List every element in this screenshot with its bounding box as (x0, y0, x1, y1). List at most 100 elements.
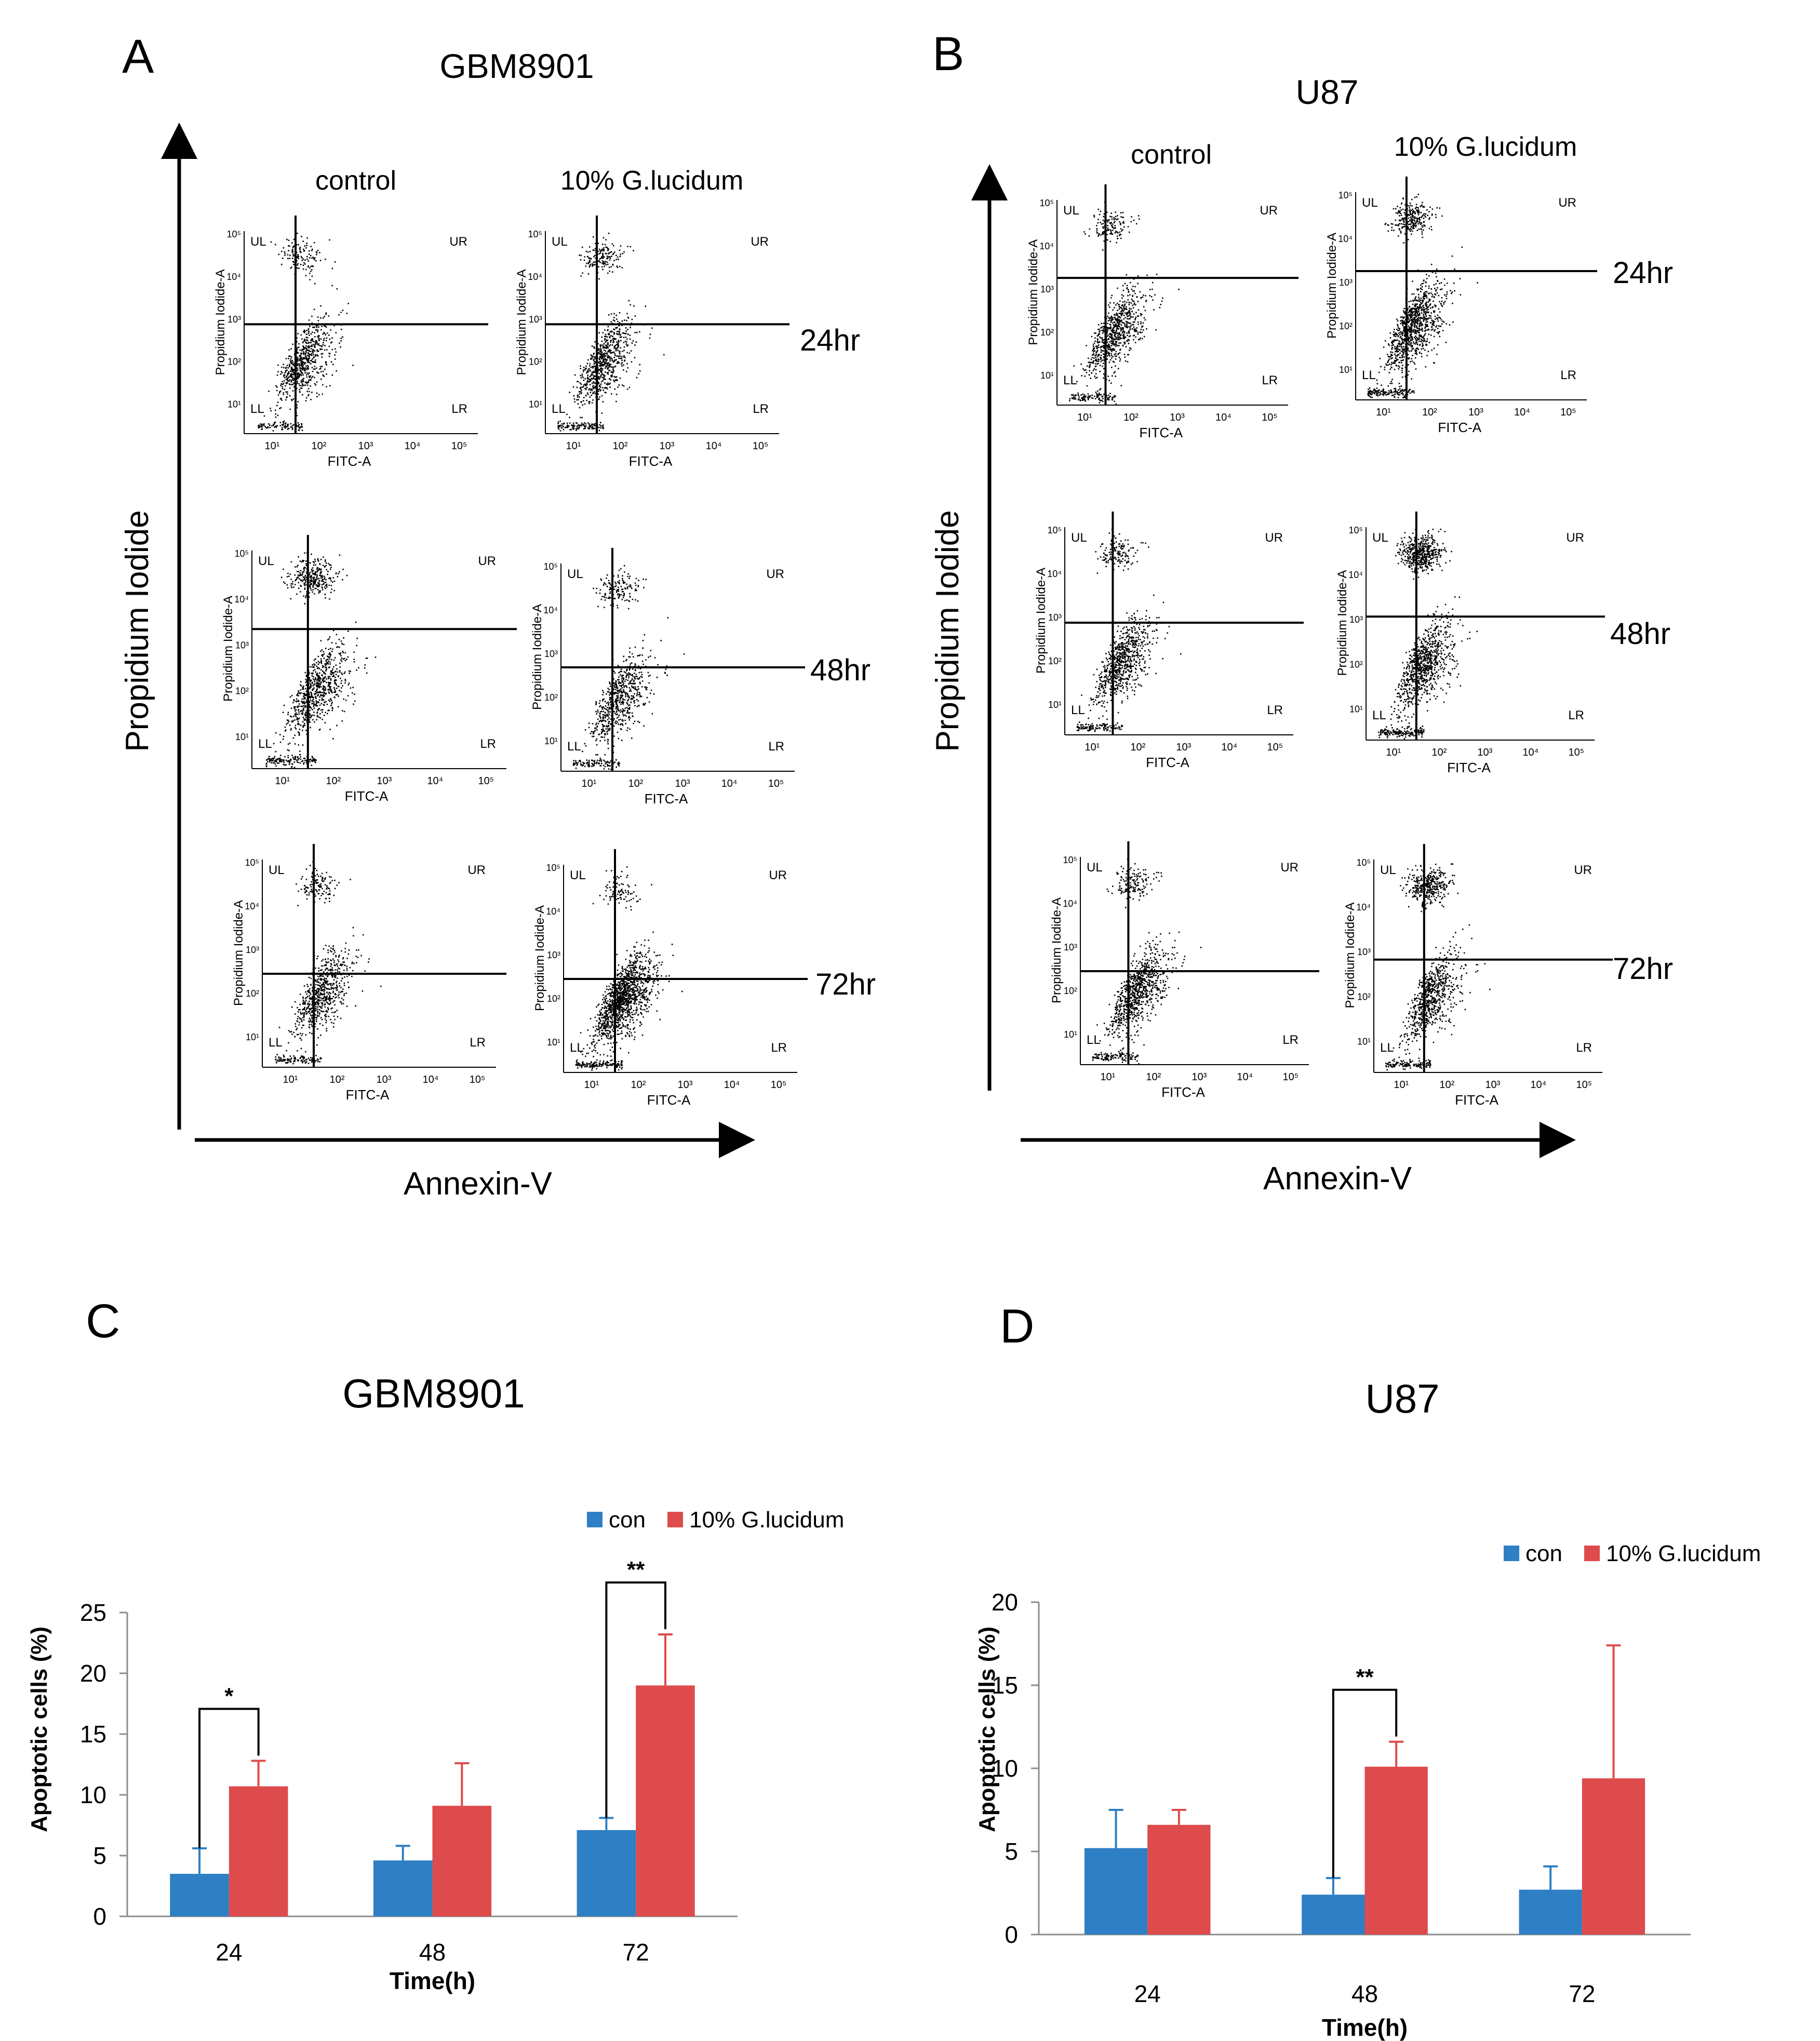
flow-x-tick: 10¹ (582, 778, 597, 789)
flow-y-tick: 10³ (1339, 277, 1353, 288)
flow-y-tick: 10⁵ (1048, 525, 1062, 535)
flow-quadrant-ul: UL (570, 868, 586, 882)
flow-x-tick: 10³ (1176, 742, 1191, 753)
bar-10-g-lucidum-24 (1147, 1824, 1211, 1935)
flow-y-tick: 10¹ (1064, 1029, 1077, 1040)
flow-x-axis-label: FITC-A (1447, 760, 1491, 775)
flow-x-tick: 10³ (377, 775, 392, 787)
flow-x-tick: 10³ (377, 1074, 392, 1085)
flow-y-tick: 10² (1349, 659, 1363, 669)
panel-a-title: GBM8901 (439, 47, 594, 85)
bar-con-72 (1519, 1889, 1582, 1935)
significance-label: ** (627, 1557, 645, 1582)
flow-y-tick: 10² (1339, 321, 1353, 331)
flow-y-tick: 10⁵ (544, 561, 558, 572)
flow-y-tick: 10² (1064, 986, 1077, 996)
flow-x-tick: 10⁴ (1215, 412, 1232, 423)
flow-x-tick: 10² (1146, 1071, 1161, 1083)
flow-x-tick: 10³ (660, 440, 675, 452)
flow-y-axis-label: Propidium Iodide-A (1325, 233, 1339, 339)
flow-y-tick: 10⁵ (235, 548, 249, 559)
flow-x-tick: 10⁴ (1522, 747, 1538, 758)
flow-x-tick: 10³ (1170, 412, 1185, 423)
flow-y-tick: 10³ (529, 314, 542, 325)
flow-quadrant-ur: UR (1260, 204, 1278, 218)
panel-b-pi-label: Propidium Iodide (930, 510, 966, 751)
flow-quadrant-ur: UR (1566, 531, 1584, 545)
significance-bracket (198, 1708, 260, 1848)
flow-quadrant-ul: UL (1372, 531, 1388, 545)
flow-quadrant-ur: UR (1558, 196, 1576, 210)
panel-letter-c: C (86, 1295, 120, 1348)
flow-y-tick: 10⁵ (1349, 525, 1363, 535)
flow-x-tick: 10² (1422, 407, 1437, 418)
flow-quadrant-lr: LR (768, 740, 784, 754)
flow-quadrant-ul: UL (1071, 531, 1087, 545)
flow-y-tick: 10⁵ (1357, 857, 1371, 868)
panel-a-pi-label: Propidium Iodide (119, 510, 155, 751)
flow-x-tick: 10⁵ (478, 775, 494, 787)
flow-quadrant-ur: UR (478, 554, 496, 568)
flow-plot-a-treated-48: UL UR LL LR 10¹ 10² 10³ 10⁴ 10⁵ 10⁵ 10⁴ 10³ 10² 10¹ FI… (530, 548, 805, 807)
panel-a-control-header: control (315, 166, 396, 196)
flow-y-tick: 10¹ (1048, 700, 1062, 710)
flow-quadrant-ll: LL (1380, 1041, 1394, 1055)
panel-a-time-24: 24hr (800, 324, 860, 357)
flow-quadrant-ll: LL (1372, 708, 1386, 722)
flow-quadrant-ur: UR (449, 235, 467, 249)
flow-x-tick: 10³ (678, 1079, 693, 1091)
bar-y-tick-label: 25 (80, 1599, 106, 1626)
legend-label: 10% G.lucidum (1606, 1541, 1761, 1566)
flow-x-tick: 10¹ (1100, 1071, 1115, 1083)
panel-a-treated-header: 10% G.lucidum (560, 166, 744, 196)
flow-y-tick: 10³ (246, 945, 259, 955)
bar-y-tick-label: 15 (992, 1672, 1018, 1699)
flow-x-tick: 10² (326, 775, 341, 787)
flow-x-tick: 10¹ (1394, 1079, 1409, 1091)
flow-y-tick: 10⁴ (245, 901, 259, 911)
flow-quadrant-ul: UL (552, 235, 568, 249)
significance-label: ** (1356, 1664, 1374, 1690)
panel-a-annexin-label: Annexin-V (404, 1166, 553, 1202)
flow-quadrant-ur: UR (1574, 863, 1592, 877)
flow-x-tick: 10⁵ (1267, 742, 1283, 753)
bar-x-axis-label: Time(h) (390, 1967, 475, 1994)
panel-a-time-72: 72hr (815, 968, 876, 1001)
flow-quadrant-ll: LL (1362, 368, 1376, 382)
panel-letter-b: B (932, 28, 964, 80)
flow-x-tick: 10² (1130, 742, 1145, 753)
flow-dots (1377, 529, 1478, 740)
flow-y-axis-label: Propidium Iodide-A (232, 900, 246, 1006)
flow-quadrant-lr: LR (771, 1041, 787, 1055)
flow-x-tick: 10² (1439, 1079, 1454, 1091)
flow-quadrant-ll: LL (570, 1041, 584, 1055)
flow-y-tick: 10¹ (1357, 1036, 1371, 1046)
flow-y-axis-label: Propidium Iodide-A (1050, 897, 1064, 1003)
flow-x-tick: 10² (613, 440, 628, 452)
chart-title: GBM8901 (342, 1371, 525, 1416)
flow-x-axis-label: FITC-A (1161, 1084, 1205, 1100)
flow-x-tick: 10³ (1468, 407, 1483, 418)
flow-x-tick: 10⁴ (706, 440, 722, 452)
flow-y-tick: 10⁵ (1063, 855, 1077, 865)
bar-y-tick-label: 0 (1005, 1921, 1018, 1948)
flow-quadrant-ul: UL (258, 554, 274, 568)
flow-y-tick: 10⁵ (546, 863, 560, 873)
flow-quadrant-lr: LR (1560, 368, 1576, 382)
flow-quadrant-ur: UR (766, 567, 784, 581)
flow-x-tick: 10¹ (265, 440, 280, 452)
flow-dots (1069, 202, 1180, 405)
panel-b-time-48: 48hr (1610, 617, 1670, 651)
flow-quadrant-ur: UR (467, 863, 486, 877)
flow-y-tick: 10¹ (529, 399, 542, 410)
panel-b-control-header: control (1131, 140, 1212, 170)
legend-swatch (1584, 1546, 1600, 1561)
bar-y-tick-label: 20 (80, 1660, 106, 1687)
flow-y-tick: 10² (544, 692, 558, 703)
flow-y-tick: 10² (235, 686, 249, 696)
flow-x-tick: 10³ (1485, 1079, 1500, 1091)
flow-x-tick: 10³ (358, 440, 373, 452)
flow-quadrant-lr: LR (470, 1036, 486, 1050)
flow-quadrant-ll: LL (1071, 703, 1085, 717)
